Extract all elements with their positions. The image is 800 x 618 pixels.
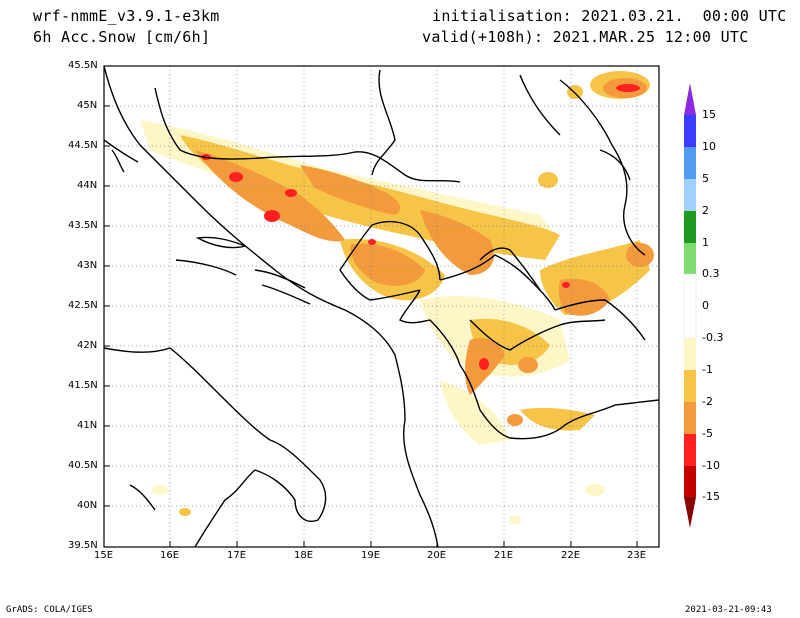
model-title: wrf-nmmE_v3.9.1-e3km xyxy=(33,7,220,25)
init-time: initialisation: 2021.03.21. 00:00 UTC xyxy=(432,7,787,25)
lon-label: 19E xyxy=(361,550,381,561)
field-title: 6h Acc.Snow [cm/6h] xyxy=(33,28,211,46)
colorbar-label: -15 xyxy=(702,490,720,503)
colorbar-label: 1 xyxy=(702,236,709,249)
coastlines-borders xyxy=(104,66,659,547)
colorbar-label: 10 xyxy=(702,140,716,153)
lat-label: 40.5N xyxy=(68,460,98,471)
colorbar-label: 5 xyxy=(702,172,709,185)
lat-lon-grid xyxy=(104,66,659,547)
lat-label: 45N xyxy=(77,100,98,111)
colorbar-label: 0.3 xyxy=(702,267,720,280)
colorbar-label: -2 xyxy=(702,395,713,408)
colorbar-label: -10 xyxy=(702,459,720,472)
lat-label: 40N xyxy=(77,500,98,511)
lat-label: 44.5N xyxy=(68,140,98,151)
lon-label: 17E xyxy=(227,550,247,561)
lat-label: 42N xyxy=(77,340,98,351)
colorbar xyxy=(683,83,697,528)
footer-timestamp: 2021-03-21-09:43 xyxy=(685,605,772,615)
colorbar-label: 2 xyxy=(702,204,709,217)
colorbar-label: 0 xyxy=(702,299,709,312)
lon-label: 18E xyxy=(294,550,314,561)
lat-label: 43N xyxy=(77,260,98,271)
lat-label: 45.5N xyxy=(68,60,98,71)
lon-label: 16E xyxy=(160,550,180,561)
lat-label: 42.5N xyxy=(68,300,98,311)
lon-label: 15E xyxy=(94,550,114,561)
colorbar-label: -0.3 xyxy=(702,331,724,344)
colorbar-label: -5 xyxy=(702,427,713,440)
lon-label: 20E xyxy=(427,550,447,561)
lat-label: 39.5N xyxy=(68,540,98,551)
lon-label: 23E xyxy=(627,550,647,561)
colorbar-label: 15 xyxy=(702,108,716,121)
valid-time: valid(+108h): 2021.MAR.25 12:00 UTC xyxy=(422,28,749,46)
colorbar-label: -1 xyxy=(702,363,713,376)
lat-label: 44N xyxy=(77,180,98,191)
lon-label: 21E xyxy=(494,550,514,561)
lat-label: 41.5N xyxy=(68,380,98,391)
lat-label: 41N xyxy=(77,420,98,431)
footer-credit: GrADS: COLA/IGES xyxy=(6,605,93,615)
snow-light xyxy=(140,120,605,524)
snow-orange xyxy=(195,78,654,426)
lon-label: 22E xyxy=(561,550,581,561)
lat-label: 43.5N xyxy=(68,220,98,231)
snow-red xyxy=(201,84,640,370)
